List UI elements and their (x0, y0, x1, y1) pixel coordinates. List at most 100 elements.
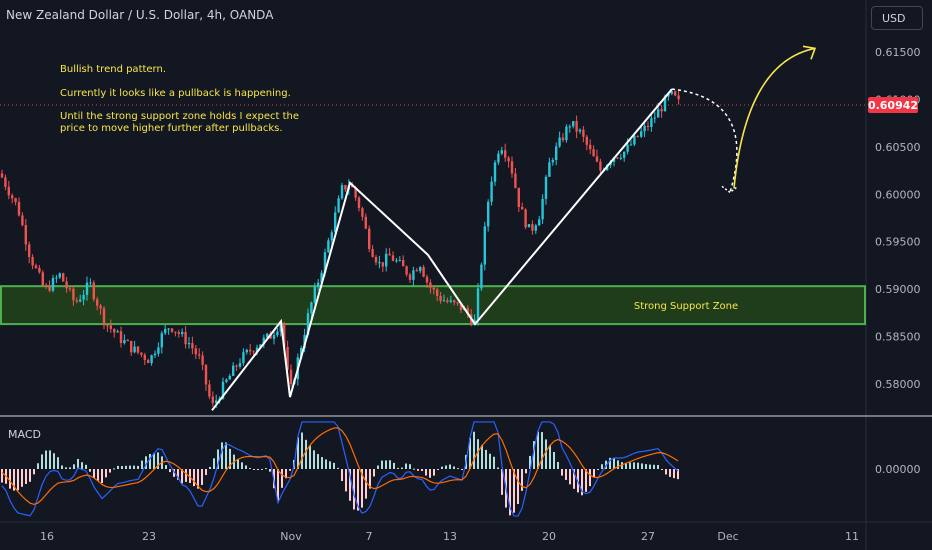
macd-histogram-bar (341, 469, 343, 482)
macd-histogram-bar (653, 464, 655, 469)
candle-body (459, 303, 463, 311)
candle-body (391, 255, 395, 261)
candle-body (28, 244, 31, 258)
macd-histogram-bar (265, 468, 267, 470)
candle-body (327, 240, 330, 253)
macd-histogram-bar (145, 456, 147, 469)
macd-histogram-bar (597, 469, 599, 470)
candle-body (354, 187, 357, 198)
macd-line (1, 421, 679, 517)
macd-histogram-bar (545, 439, 547, 469)
macd-histogram-bar (281, 469, 283, 488)
pullback-arrow (671, 88, 738, 193)
macd-histogram-bar (45, 450, 47, 469)
candle-body (575, 121, 578, 132)
support-zone-label: Strong Support Zone (634, 301, 738, 312)
candle-body (561, 137, 565, 141)
candle-body (221, 381, 225, 399)
candle-body (48, 286, 51, 291)
macd-histogram-bar (221, 442, 223, 469)
candle-body (643, 125, 646, 132)
candle-body (473, 319, 476, 324)
macd-histogram-bar (289, 469, 291, 471)
x-tick-label: 13 (443, 530, 457, 543)
candle-body (164, 328, 167, 334)
macd-histogram-bar (325, 459, 327, 469)
candle-body (534, 225, 537, 231)
macd-histogram-bar (613, 458, 615, 469)
macd-label: MACD (8, 428, 41, 441)
candle-body (72, 288, 75, 301)
candle-body (300, 348, 303, 358)
candle-body (578, 129, 582, 132)
candle-body (419, 267, 422, 272)
candle-body (65, 281, 68, 289)
x-tick-label: 27 (641, 530, 655, 543)
macd-histogram-bar (509, 469, 511, 516)
candle-body (493, 162, 497, 182)
macd-histogram-bar (485, 449, 487, 469)
candle-body (184, 331, 187, 345)
candle-body (585, 136, 588, 145)
candle-body (89, 282, 92, 284)
candle-body (582, 129, 585, 137)
candle-body (374, 256, 378, 263)
candle-body (483, 226, 486, 265)
candle-body (357, 197, 361, 209)
candle-body (75, 300, 78, 302)
candle-body (476, 288, 480, 320)
macd-histogram-bar (109, 469, 111, 473)
candle-body (599, 161, 602, 171)
candle-body (402, 260, 405, 267)
macd-histogram-bar (225, 442, 227, 469)
macd-histogram-bar (213, 458, 215, 469)
candle-body (24, 225, 27, 245)
macd-histogram-bar (61, 465, 63, 469)
candle-body (58, 273, 61, 278)
macd-histogram-bar (157, 452, 159, 469)
x-tick-label: Dec (717, 530, 738, 543)
macd-histogram-bar (549, 445, 551, 469)
macd-histogram-bar (677, 469, 679, 480)
candle-body (636, 135, 639, 137)
macd-histogram-bar (53, 453, 55, 469)
candle-body (167, 328, 170, 330)
time-axis[interactable]: 16 23 Nov 7 13 20 27 Dec 11 (40, 530, 859, 543)
candle-body (340, 185, 344, 199)
macd-histogram-bar (1, 469, 3, 483)
candle-body (310, 302, 313, 314)
currency-button[interactable]: USD (871, 6, 923, 30)
candle-body (405, 266, 408, 275)
x-tick-label: 23 (142, 530, 156, 543)
macd-histogram-bar (357, 469, 359, 511)
macd-histogram-bar (65, 467, 67, 469)
candle-body (116, 331, 119, 333)
macd-histogram-bar (13, 469, 15, 491)
candle-body (0, 173, 4, 178)
macd-histogram-bar (389, 460, 391, 469)
macd-histogram-bar (349, 469, 351, 501)
macd-histogram-bar (513, 469, 515, 513)
macd-histogram-bar (41, 454, 43, 469)
candle-body (320, 272, 323, 283)
macd-histogram-bar (553, 451, 555, 469)
macd-histogram-bar (625, 462, 627, 469)
candle-body (674, 91, 677, 96)
macd-histogram-bar (493, 456, 495, 469)
macd-histogram-bar (217, 449, 219, 469)
candle-body (408, 274, 412, 280)
x-tick-label: 7 (366, 530, 373, 543)
macd-histogram-bar (277, 469, 279, 502)
macd-histogram-bar (657, 464, 659, 469)
candle-body (177, 332, 180, 335)
macd-histogram-bar (417, 469, 419, 471)
macd-histogram-bar (133, 465, 135, 469)
macd-histogram-bar (453, 466, 455, 469)
candle-body (170, 328, 174, 332)
candle-body (592, 149, 595, 157)
macd-histogram-bar (205, 469, 207, 475)
macd-histogram-bar (609, 457, 611, 469)
macd-histogram-bar (49, 450, 51, 469)
macd-pane: 0.00000 (1, 421, 921, 517)
